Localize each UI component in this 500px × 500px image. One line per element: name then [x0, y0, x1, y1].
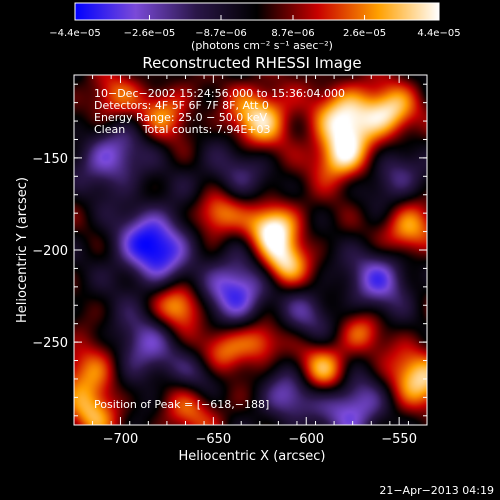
info-annotation: 10−Dec−2002 15:24:56.000 to 15:36:04.000… — [94, 87, 345, 136]
info-detectors: Detectors: 4F 5F 6F 7F 8F, Att 0 — [94, 99, 269, 112]
chart-title: Reconstructed RHESSI Image — [142, 54, 361, 72]
y-tick-label: −250 — [32, 336, 68, 351]
x-axis-tick-labels: −700 −650 −600 −550 — [103, 432, 417, 447]
y-tick-label: −200 — [32, 244, 68, 259]
y-axis-ticks — [74, 83, 427, 417]
x-tick-label: −600 — [288, 432, 324, 447]
colorbar-tick-label: 4.4e−05 — [417, 28, 460, 39]
x-tick-label: −700 — [103, 432, 139, 447]
x-axis-label: Heliocentric X (arcsec) — [179, 449, 326, 464]
info-energy-range: Energy Range: 25.0 − 50.0 keV — [94, 111, 268, 124]
timestamp: 21−Apr−2013 04:19 — [379, 484, 494, 497]
colorbar-tick-label: −8.7e−06 — [195, 28, 247, 39]
x-axis-ticks — [73, 75, 428, 425]
colorbar-tick-label: −4.4e−05 — [49, 28, 101, 39]
colorbar-tick-label: −2.6e−05 — [124, 28, 176, 39]
info-counts: Clean Total counts: 7.94E+03 — [94, 123, 271, 136]
colorbar-unit-label: (photons cm⁻² s⁻¹ asec⁻²) — [191, 39, 333, 52]
y-axis-tick-labels: −150 −200 −250 — [32, 152, 68, 351]
colorbar-tick-label: 2.6e−05 — [343, 28, 386, 39]
y-axis-label: Heliocentric Y (arcsec) — [15, 177, 30, 323]
y-tick-label: −150 — [32, 152, 68, 167]
x-tick-label: −650 — [195, 432, 231, 447]
info-time-range: 10−Dec−2002 15:24:56.000 to 15:36:04.000 — [94, 87, 345, 100]
heatmap-image — [74, 75, 427, 425]
colorbar — [74, 2, 440, 21]
peak-position-label: Position of Peak = [−618,−188] — [94, 398, 269, 411]
colorbar-ticks — [74, 15, 440, 20]
colorbar-tick-labels: −4.4e−05 −2.6e−05 −8.7e−06 8.7e−06 2.6e−05 4.… — [49, 28, 460, 39]
x-tick-label: −550 — [381, 432, 417, 447]
colorbar-tick-label: 8.7e−06 — [271, 28, 314, 39]
